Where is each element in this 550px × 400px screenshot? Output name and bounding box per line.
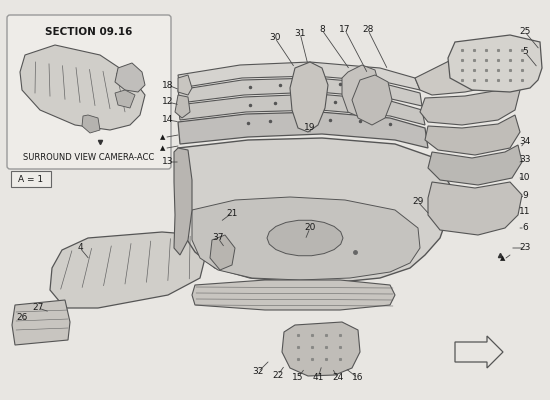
Text: 41: 41 — [312, 374, 324, 382]
Text: 29: 29 — [412, 198, 424, 206]
Polygon shape — [115, 90, 135, 108]
Text: 32: 32 — [252, 368, 263, 376]
Polygon shape — [175, 95, 190, 118]
Text: A = 1: A = 1 — [19, 174, 43, 184]
Polygon shape — [20, 45, 145, 130]
Polygon shape — [178, 138, 450, 282]
FancyBboxPatch shape — [11, 171, 51, 187]
Text: ▲: ▲ — [160, 145, 166, 151]
Polygon shape — [174, 148, 192, 255]
Text: 25: 25 — [519, 28, 531, 36]
Text: 14: 14 — [162, 116, 174, 124]
Text: 18: 18 — [162, 80, 174, 90]
Text: 22: 22 — [272, 370, 284, 380]
Text: 16: 16 — [352, 374, 364, 382]
Text: 33: 33 — [519, 156, 531, 164]
Text: 24: 24 — [332, 374, 344, 382]
Polygon shape — [50, 232, 205, 308]
Polygon shape — [115, 63, 145, 92]
Polygon shape — [425, 115, 520, 155]
Polygon shape — [448, 35, 542, 92]
Polygon shape — [178, 62, 420, 90]
Polygon shape — [342, 65, 380, 118]
Text: 17: 17 — [339, 26, 351, 34]
Text: SURROUND VIEW CAMERA-ACC: SURROUND VIEW CAMERA-ACC — [23, 154, 155, 162]
Text: 28: 28 — [362, 26, 373, 34]
Text: 21: 21 — [226, 208, 238, 218]
Text: 19: 19 — [304, 124, 316, 132]
Polygon shape — [428, 145, 522, 185]
Text: 26: 26 — [16, 314, 28, 322]
Text: 10: 10 — [519, 174, 531, 182]
Text: 4: 4 — [77, 244, 83, 252]
Text: 5: 5 — [522, 48, 528, 56]
Polygon shape — [267, 220, 343, 256]
Text: 15: 15 — [292, 374, 304, 382]
Polygon shape — [192, 197, 420, 280]
Text: ▲: ▲ — [160, 134, 166, 140]
Text: 27: 27 — [32, 304, 43, 312]
Text: 23: 23 — [519, 244, 531, 252]
Polygon shape — [420, 75, 520, 125]
Polygon shape — [192, 280, 395, 310]
Text: 8: 8 — [319, 26, 325, 34]
Polygon shape — [178, 94, 425, 125]
Polygon shape — [178, 78, 422, 106]
Polygon shape — [210, 235, 235, 270]
Text: SECTION 09.16: SECTION 09.16 — [45, 27, 133, 37]
Polygon shape — [178, 75, 192, 95]
Polygon shape — [290, 62, 328, 132]
Polygon shape — [455, 336, 503, 368]
Polygon shape — [282, 322, 360, 376]
Text: ▲: ▲ — [500, 255, 505, 261]
Text: 20: 20 — [304, 224, 316, 232]
Text: 9: 9 — [522, 190, 528, 200]
Polygon shape — [178, 112, 428, 148]
Text: 37: 37 — [212, 234, 224, 242]
Polygon shape — [352, 75, 392, 125]
FancyBboxPatch shape — [7, 15, 171, 169]
Polygon shape — [415, 50, 515, 95]
Polygon shape — [428, 182, 522, 235]
Text: 11: 11 — [519, 208, 531, 216]
Text: 6: 6 — [522, 224, 528, 232]
Text: 13: 13 — [162, 158, 174, 166]
Polygon shape — [12, 300, 70, 345]
Text: 31: 31 — [294, 28, 306, 38]
Text: 12: 12 — [162, 98, 174, 106]
Text: 30: 30 — [270, 34, 280, 42]
Polygon shape — [82, 115, 100, 133]
Text: 34: 34 — [519, 138, 531, 146]
